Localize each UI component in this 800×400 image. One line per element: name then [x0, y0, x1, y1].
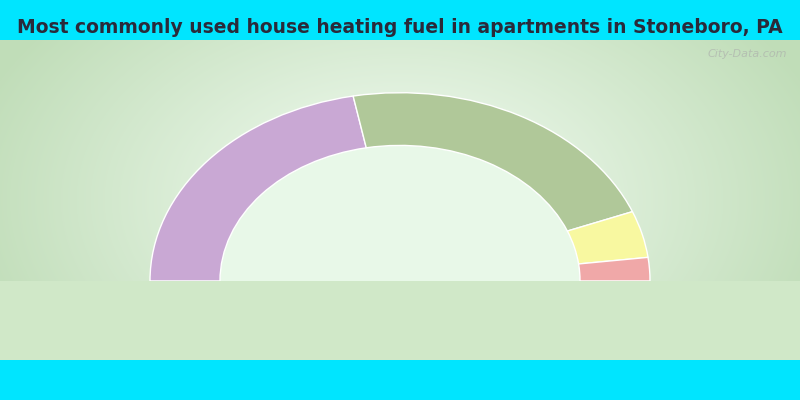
- Wedge shape: [353, 93, 633, 231]
- Wedge shape: [150, 96, 366, 281]
- Text: City-Data.com: City-Data.com: [708, 50, 787, 60]
- Bar: [0, 281, 800, 360]
- Text: Most commonly used house heating fuel in apartments in Stoneboro, PA: Most commonly used house heating fuel in…: [17, 18, 783, 37]
- Wedge shape: [578, 257, 650, 281]
- Wedge shape: [567, 212, 648, 264]
- Bar: [0, 281, 800, 360]
- Circle shape: [220, 146, 580, 400]
